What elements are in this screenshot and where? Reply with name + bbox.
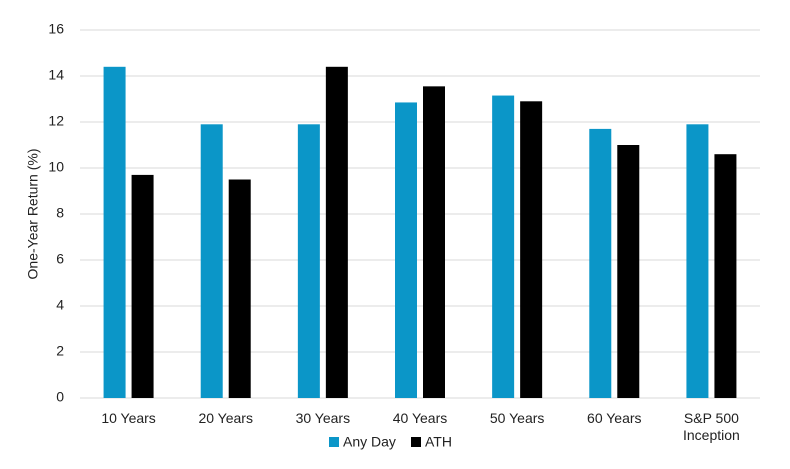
legend-swatch <box>329 437 339 447</box>
x-tick-label: 60 Years <box>587 410 642 426</box>
bar <box>297 124 320 399</box>
bar <box>325 66 348 399</box>
y-tick-label: 6 <box>56 251 64 267</box>
bar <box>617 145 640 398</box>
x-tick-label: 20 Years <box>198 410 253 426</box>
bar <box>714 154 737 398</box>
y-axis-label: One-Year Return (%) <box>25 149 41 280</box>
x-tick-label: 30 Years <box>295 410 351 426</box>
y-tick-label: 14 <box>48 67 64 83</box>
y-tick-label: 4 <box>56 297 64 313</box>
bar <box>589 128 612 398</box>
x-tick-label: 50 Years <box>489 410 545 426</box>
y-tick-label: 10 <box>48 159 64 175</box>
bar <box>423 86 445 398</box>
x-tick-label: 40 Years <box>392 410 448 426</box>
x-tick-label: S&P 500 Inception <box>683 410 740 443</box>
legend-swatch <box>411 437 421 447</box>
bar <box>200 124 223 399</box>
bar <box>131 174 154 398</box>
bar <box>686 124 709 399</box>
legend-label: Any Day <box>343 434 396 450</box>
y-tick-label: 0 <box>56 389 64 405</box>
x-tick-label: 10 Years <box>101 410 156 426</box>
y-tick-label: 16 <box>48 21 64 37</box>
bar <box>520 101 543 399</box>
bar <box>492 95 515 399</box>
y-tick-label: 2 <box>56 343 64 359</box>
bar <box>395 102 417 398</box>
bar <box>228 179 251 398</box>
bar <box>103 66 126 399</box>
legend-label: ATH <box>425 434 452 450</box>
y-tick-label: 8 <box>56 205 64 221</box>
y-tick-label: 12 <box>48 113 64 129</box>
